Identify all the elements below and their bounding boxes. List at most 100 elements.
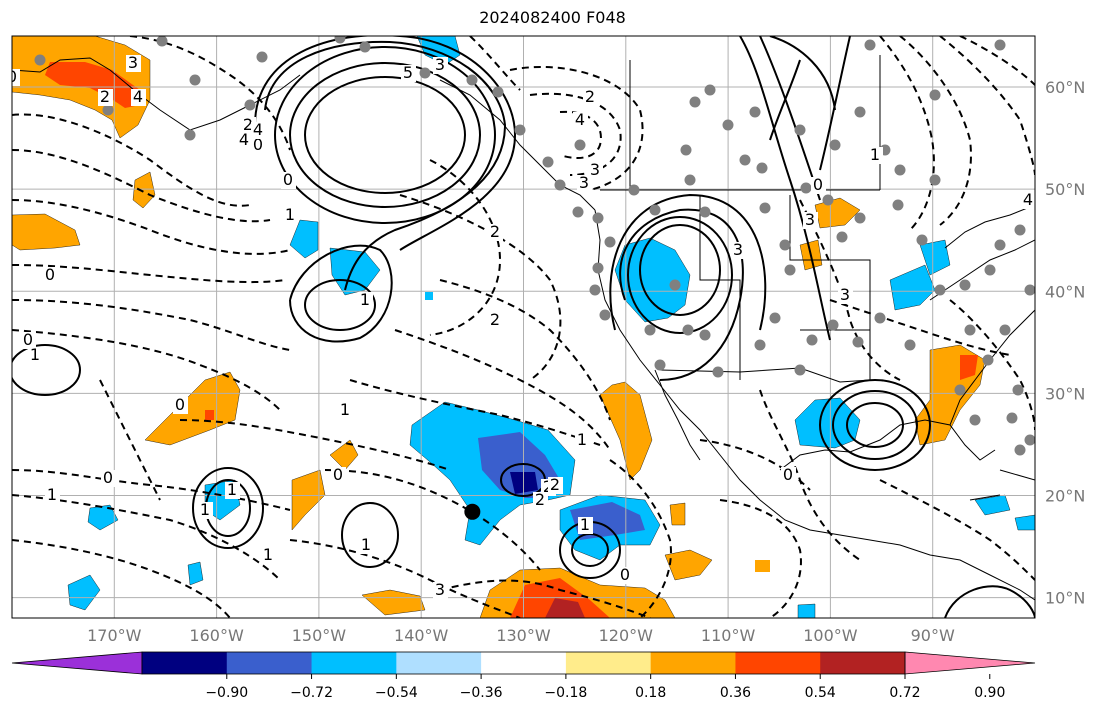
contour-label: 3 <box>435 580 445 599</box>
colorbar-segment <box>481 652 567 674</box>
lon-label: 130°W <box>496 626 551 645</box>
contour-label: 0 <box>333 465 343 484</box>
colorbar-segment <box>396 652 482 674</box>
contour-label: 2 <box>585 87 595 106</box>
contour-label: 0 <box>45 265 55 284</box>
map-frame <box>11 35 1036 619</box>
contour-label: 2 <box>243 115 253 134</box>
contour-label-bg <box>173 397 188 414</box>
station-dot <box>156 36 168 47</box>
station-dot <box>654 359 666 371</box>
contour-label: 1 <box>361 535 371 554</box>
contour-label-bg <box>731 242 746 259</box>
contour-label-bg <box>12 69 20 86</box>
lon-label: 140°W <box>394 626 449 645</box>
contour-label-bg <box>433 57 448 74</box>
lon-label: 170°W <box>87 626 142 645</box>
station-dot <box>800 182 812 194</box>
station-dot <box>934 284 946 296</box>
contour-label: 4 <box>239 130 249 149</box>
contour-label: 1 <box>200 500 210 519</box>
contour-label: 4 <box>1023 190 1033 209</box>
station-dot <box>34 54 46 66</box>
colorbar-frame <box>141 651 906 675</box>
lon-label: 100°W <box>803 626 858 645</box>
contour-label-bg <box>577 175 592 192</box>
station-dot <box>712 366 724 378</box>
station-dot <box>827 319 839 331</box>
contour-label: 2 <box>535 490 545 509</box>
station-dot <box>514 124 526 136</box>
station-dot <box>852 336 864 348</box>
contour-label: 4 <box>133 87 143 106</box>
contour-label-bg <box>811 177 826 194</box>
contour-label: 1 <box>577 430 587 449</box>
station-dot <box>592 262 604 274</box>
station-dot <box>959 279 971 291</box>
colorbar-tick-label: −0.18 <box>544 685 587 701</box>
contour-label: 1 <box>30 345 40 364</box>
contour-label: 3 <box>128 53 138 72</box>
station-dot <box>256 51 268 63</box>
contour-label: 0 <box>23 330 33 349</box>
map-title: 2024082400 F048 <box>479 8 626 27</box>
contour-label-bg <box>359 537 374 554</box>
station-dot <box>779 239 791 251</box>
station-dot <box>1024 284 1035 296</box>
contour-label: 1 <box>580 515 590 534</box>
contour-label: 0 <box>175 395 185 414</box>
contour-label: 2 <box>100 87 110 106</box>
contour-label-bg <box>575 432 590 449</box>
station-dot <box>822 194 834 206</box>
station-dot <box>466 74 478 86</box>
station-dot <box>754 339 766 351</box>
station-dot <box>854 212 866 224</box>
contour-label-bg <box>803 212 818 229</box>
station-dot <box>102 104 114 116</box>
lon-label: 90°W <box>911 626 955 645</box>
station-dot <box>1024 434 1035 446</box>
station-dot <box>806 334 818 346</box>
station-dot <box>1014 224 1026 236</box>
station-dot <box>184 129 196 141</box>
contour-label: 1 <box>285 205 295 224</box>
contour-label-bg <box>21 332 36 349</box>
contour-label-bg <box>618 567 633 584</box>
contour-label: 3 <box>590 160 600 179</box>
station-dot <box>994 39 1006 51</box>
station-dot <box>542 156 554 168</box>
station-dot <box>794 124 806 136</box>
station-dot <box>1006 412 1018 424</box>
contour-label-bg <box>45 487 60 504</box>
station-dot <box>1014 444 1026 456</box>
station-dot <box>929 174 941 186</box>
contour-label-bg <box>488 312 503 329</box>
station-dot <box>829 139 841 151</box>
station-dot <box>554 179 566 191</box>
station-dot <box>894 164 906 176</box>
contour-label: 3 <box>733 240 743 259</box>
contour-label: 0 <box>7 67 17 86</box>
contour-label-bg <box>225 482 240 499</box>
contour-label-bg <box>261 547 276 564</box>
lon-label: 110°W <box>701 626 756 645</box>
colorbar <box>11 651 1036 675</box>
contour-label: 4 <box>253 120 263 139</box>
station-dot <box>954 384 966 396</box>
contour-label-bg <box>588 162 603 179</box>
station-dot <box>749 106 761 118</box>
contour-label-bg <box>28 347 43 364</box>
station-dot <box>359 41 371 53</box>
lat-label: 10°N <box>1045 589 1085 608</box>
lon-label: 160°W <box>189 626 244 645</box>
contour-label-bg <box>281 172 296 189</box>
station-dot <box>739 154 751 166</box>
contour-label: 0 <box>253 135 263 154</box>
contour-label: 0 <box>783 465 793 484</box>
station-dot <box>864 39 876 51</box>
contour-label: 2 <box>490 222 500 241</box>
station-dot <box>999 324 1011 336</box>
station-dot <box>492 86 504 98</box>
colorbar-segment <box>311 652 397 674</box>
contour-label: 0 <box>620 565 630 584</box>
